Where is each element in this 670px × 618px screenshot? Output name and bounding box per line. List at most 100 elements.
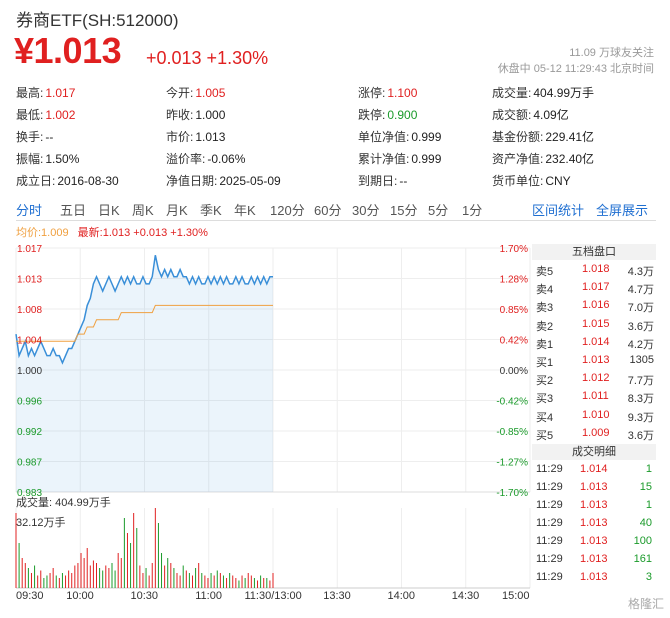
- trade-row: 11:29 1.013 161: [532, 550, 656, 568]
- follow-count[interactable]: 11.09 万球友关注: [569, 47, 654, 59]
- stat-value: --: [45, 130, 54, 144]
- trade-price: 1.013: [580, 534, 608, 547]
- stat-item: 溢价率: -0.06%: [166, 150, 245, 167]
- stat-value: 1.005: [195, 86, 226, 100]
- trade-vol: 40: [639, 516, 652, 529]
- price-area: [16, 255, 273, 492]
- order-book-price: 1.015: [582, 317, 610, 330]
- tab-4[interactable]: 月K: [166, 203, 188, 218]
- trade-price: 1.013: [580, 516, 608, 529]
- trade-row: 11:29 1.013 100: [532, 532, 656, 550]
- tab-5[interactable]: 季K: [200, 203, 222, 218]
- stat-label: 成交量:: [492, 86, 532, 100]
- trade-row: 11:29 1.013 40: [532, 514, 656, 532]
- stat-item: 单位净值: 0.999: [358, 128, 441, 145]
- stat-item: 换手: --: [16, 128, 53, 145]
- stat-label: 基金份额:: [492, 130, 544, 144]
- stat-item: 资产净值: 232.40亿: [492, 150, 594, 167]
- stat-item: 累计净值: 0.999: [358, 150, 441, 167]
- chart-svg[interactable]: 1.017 1.013 1.008 1.004 1.000 0.996 0.992 0.987…: [0, 238, 670, 615]
- y-pct-label: -1.27%: [496, 458, 528, 469]
- trade-price: 1.013: [580, 498, 608, 511]
- stat-item: 成交量: 404.99万手: [492, 84, 594, 101]
- fullscreen-link[interactable]: 全屏展示: [596, 203, 649, 218]
- tab-3[interactable]: 周K: [132, 203, 154, 218]
- tab-0[interactable]: 分时: [16, 203, 43, 218]
- order-book-vol: 9.3万: [627, 411, 654, 424]
- tab-7[interactable]: 120分: [270, 203, 305, 218]
- range-stats-link[interactable]: 区间统计: [532, 203, 585, 218]
- trade-time: 11:29: [536, 498, 563, 511]
- order-book-price: 1.014: [582, 335, 610, 348]
- order-book-price: 1.012: [582, 372, 610, 385]
- x-tick-label: 14:00: [387, 590, 416, 602]
- order-book-vol: 7.0万: [627, 302, 654, 315]
- order-book-row: 买5 1.009 3.6万: [532, 424, 656, 442]
- trade-vol: 100: [633, 534, 652, 547]
- x-tick-label: 11:30/13:00: [244, 590, 302, 602]
- latest-price-legend: 最新:1.013 +0.013 +1.30%: [77, 227, 208, 239]
- stat-value: 1.013: [195, 130, 226, 144]
- y-pct-label: 1.28%: [500, 275, 528, 286]
- stat-value: 229.41亿: [545, 130, 595, 144]
- tab-1[interactable]: 五日: [60, 203, 87, 218]
- intraday-chart[interactable]: 1.017 1.013 1.008 1.004 1.000 0.996 0.992 0.987…: [0, 238, 670, 615]
- price-change: +0.013 +1.30%: [146, 48, 269, 68]
- stat-value: CNY: [545, 174, 571, 188]
- stat-item: 成立日: 2016-08-30: [16, 172, 119, 189]
- order-book-row: 卖3 1.016 7.0万: [532, 296, 656, 314]
- stat-label: 换手:: [16, 130, 44, 144]
- tab-12[interactable]: 1分: [462, 203, 483, 218]
- stat-value: 1.017: [45, 86, 76, 100]
- stat-item: 昨收: 1.000: [166, 106, 225, 123]
- stat-item: 最高: 1.017: [16, 84, 75, 101]
- trade-row: 11:29 1.013 1: [532, 496, 656, 514]
- order-book-vol: 4.2万: [627, 338, 654, 351]
- fund-title: 券商ETF(SH:512000): [16, 11, 179, 30]
- order-book-price: 1.017: [582, 281, 610, 294]
- order-book-label: 买2: [536, 375, 554, 388]
- tab-10[interactable]: 15分: [390, 203, 418, 218]
- stat-label: 涨停:: [358, 86, 386, 100]
- y-tick-label: 0.983: [17, 488, 42, 499]
- y-tick-label: 1.017: [17, 244, 42, 255]
- tab-9[interactable]: 30分: [352, 203, 380, 218]
- tab-11[interactable]: 5分: [428, 203, 449, 218]
- order-book-vol: 8.3万: [627, 393, 654, 406]
- stat-value: 4.09亿: [533, 108, 569, 122]
- stat-value: 0.999: [411, 130, 442, 144]
- trade-vol: 1: [645, 462, 652, 475]
- x-tick-label: 11:00: [195, 590, 222, 602]
- tab-8[interactable]: 60分: [314, 203, 342, 218]
- order-book-price: 1.018: [582, 263, 610, 275]
- trade-time: 11:29: [536, 552, 563, 565]
- avg-price-line: [16, 304, 273, 342]
- stat-item: 涨停: 1.100: [358, 84, 417, 101]
- trade-vol: 1: [645, 498, 652, 511]
- stat-label: 净值日期:: [166, 174, 218, 188]
- stat-item: 基金份额: 229.41亿: [492, 128, 594, 145]
- trade-vol: 15: [639, 480, 652, 493]
- y-pct-label: -0.42%: [496, 397, 528, 408]
- y-pct-label: 0.42%: [500, 336, 528, 347]
- stat-label: 资产净值:: [492, 152, 544, 166]
- x-tick-label: 14:30: [451, 590, 480, 602]
- stat-value: --: [399, 174, 408, 188]
- stat-item: 振幅: 1.50%: [16, 150, 79, 167]
- tab-6[interactable]: 年K: [234, 203, 256, 218]
- stat-label: 最高:: [16, 86, 44, 100]
- order-book-label: 买5: [536, 429, 554, 442]
- order-book-label: 卖2: [536, 320, 554, 333]
- y-tick-label: 1.004: [17, 336, 42, 347]
- trade-price: 1.014: [580, 462, 608, 475]
- tab-2[interactable]: 日K: [98, 203, 120, 218]
- stat-value: -0.06%: [207, 152, 246, 166]
- trade-row: 11:29 1.013 15: [532, 478, 656, 496]
- stat-value: 232.40亿: [545, 152, 595, 166]
- stat-item: 货币单位: CNY: [492, 172, 571, 189]
- stat-value: 2025-05-09: [219, 174, 281, 188]
- trade-price: 1.013: [580, 570, 608, 583]
- stat-value: 2016-08-30: [57, 174, 119, 188]
- trade-vol: 3: [645, 570, 652, 583]
- y-tick-label: 1.008: [17, 305, 42, 316]
